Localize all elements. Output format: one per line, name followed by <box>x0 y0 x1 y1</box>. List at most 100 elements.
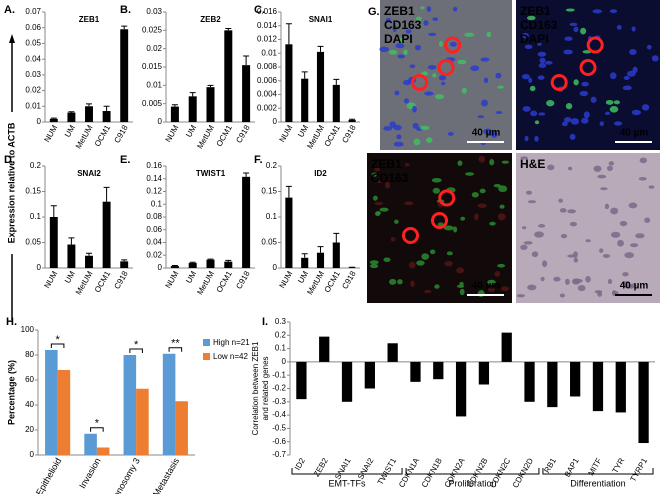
error-bar <box>243 172 250 177</box>
legend-label: High n=21 <box>213 338 250 347</box>
bar <box>285 44 293 122</box>
x-tick-label: UM <box>296 123 310 139</box>
cell <box>527 284 537 291</box>
cell <box>623 75 630 80</box>
bar <box>49 217 58 268</box>
y-tick-label: 60 <box>25 375 34 384</box>
cell <box>413 138 421 146</box>
cell <box>453 226 458 233</box>
error-bar <box>189 261 196 263</box>
cell <box>404 201 414 206</box>
cell <box>528 77 533 84</box>
cell <box>597 291 603 297</box>
cell <box>565 102 573 110</box>
cell <box>646 44 652 50</box>
cell <box>520 244 528 251</box>
cd163-cell <box>550 74 568 91</box>
cell <box>585 239 591 243</box>
bar <box>84 433 97 455</box>
cell <box>630 283 637 288</box>
cell <box>651 55 659 62</box>
cell <box>374 201 384 206</box>
y-tick-label: -0.4 <box>272 410 286 419</box>
cell <box>630 243 639 248</box>
bar <box>67 112 76 122</box>
bar <box>348 119 356 122</box>
cd163-cell <box>586 36 604 54</box>
cell <box>397 37 405 43</box>
cell <box>583 111 590 119</box>
cell <box>605 111 610 116</box>
cell <box>624 252 634 259</box>
cell <box>461 87 467 94</box>
cell <box>604 203 610 210</box>
chart-title: TWIST1 <box>196 169 226 178</box>
cell <box>432 17 438 22</box>
cell <box>644 217 651 223</box>
arrow-head <box>9 34 15 43</box>
shared-y-label: Expression relative to ACTB <box>6 122 16 243</box>
cell <box>424 290 432 294</box>
y-tick-label: 0.07 <box>25 7 41 16</box>
chart-title: ZEB2 <box>200 15 221 24</box>
cell <box>438 75 447 81</box>
cell <box>459 288 465 296</box>
error-bar <box>103 186 110 202</box>
cell <box>530 110 538 117</box>
panel-label: I. <box>262 316 268 328</box>
cell <box>553 276 561 282</box>
x-tick-label: CDKN1A <box>397 456 421 489</box>
error-bar <box>301 71 308 79</box>
y-tick-label: 0 <box>158 117 163 126</box>
cell <box>501 160 510 164</box>
x-tick-label: NUM <box>164 269 181 290</box>
y-tick-label: 0.01 <box>25 101 41 110</box>
cell <box>608 161 615 166</box>
cell <box>483 77 489 84</box>
cell <box>602 253 611 258</box>
error-bar <box>68 111 75 113</box>
y-tick-label: -0.5 <box>272 424 286 433</box>
cell <box>522 106 531 112</box>
scale-label: 40 µm <box>620 281 649 292</box>
cell <box>383 126 393 131</box>
cd163-cell <box>402 227 419 244</box>
bar <box>316 51 325 122</box>
panel-label: F. <box>254 154 263 166</box>
x-tick-label: TYR <box>611 456 627 475</box>
significance-bracket <box>90 427 104 432</box>
panel-label: A. <box>4 4 15 16</box>
y-tick-label: 0.016 <box>257 7 278 16</box>
y-tick-label: 0.006 <box>257 76 278 85</box>
cell <box>495 111 503 115</box>
cell <box>489 221 496 226</box>
x-tick-label: TWIST1 <box>376 456 399 486</box>
y-tick-label: 0 <box>37 117 42 126</box>
cell <box>609 9 618 14</box>
x-tick-label: MetUM <box>195 123 216 150</box>
cell <box>610 231 621 238</box>
cell <box>609 105 619 113</box>
cell <box>477 115 485 119</box>
cell <box>569 133 576 140</box>
cell <box>389 49 398 55</box>
cell <box>412 105 417 113</box>
y-tick-label: -0.6 <box>272 437 286 446</box>
cell <box>529 85 536 92</box>
cell <box>489 159 495 166</box>
cell <box>390 237 396 242</box>
cell <box>606 165 613 172</box>
bar <box>206 87 215 122</box>
cell <box>544 60 553 65</box>
group-bracket <box>405 468 540 475</box>
cell <box>560 233 568 239</box>
cell <box>426 137 433 143</box>
cell <box>424 91 434 96</box>
error-bar <box>349 118 356 120</box>
cell <box>480 57 490 62</box>
error-bar <box>225 28 232 31</box>
cell <box>376 211 381 215</box>
y-tick-label: 0 <box>282 357 287 366</box>
channel-label: CD163 <box>520 18 558 32</box>
x-tick-label: OCM1 <box>323 123 343 148</box>
